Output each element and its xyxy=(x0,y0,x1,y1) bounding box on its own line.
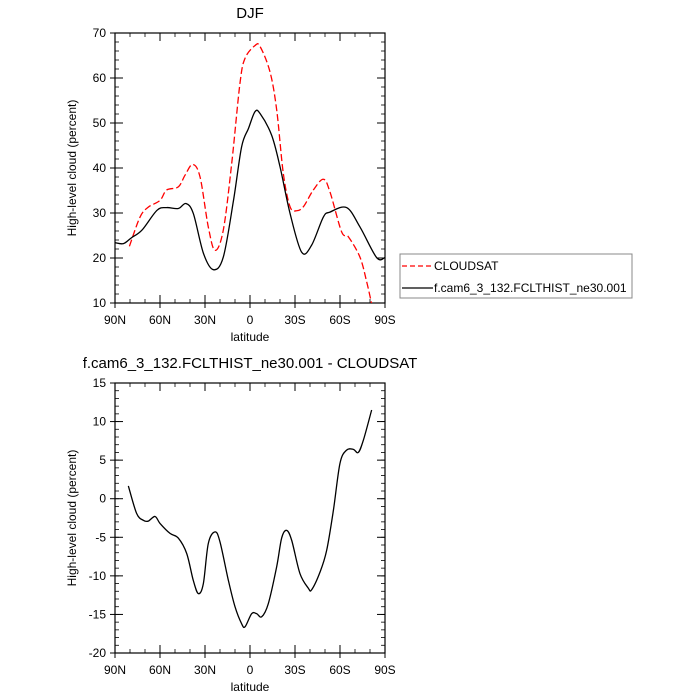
y-tick-label: 15 xyxy=(93,376,107,390)
series-line-model xyxy=(127,409,373,629)
y-tick-label: 60 xyxy=(93,71,107,85)
y-tick-label: 5 xyxy=(99,453,106,467)
x-tick-label: 60S xyxy=(329,663,350,677)
x-tick-label: 0 xyxy=(247,663,254,677)
y-tick-label: -20 xyxy=(89,646,107,660)
legend-label: f.cam6_3_132.FCLTHIST_ne30.001 xyxy=(434,281,627,295)
chart-title: DJF xyxy=(236,5,264,22)
legend-box xyxy=(399,253,633,299)
chart-title: f.cam6_3_132.FCLTHIST_ne30.001 - CLOUDSA… xyxy=(83,355,418,372)
y-tick-label: 30 xyxy=(93,206,107,220)
x-tick-label: 90N xyxy=(104,663,126,677)
x-tick-label: 30S xyxy=(284,313,305,327)
x-tick-label: 30N xyxy=(194,313,216,327)
legend: CLOUDSAT f.cam6_3_132.FCLTHIST_ne30.001 xyxy=(399,253,633,299)
x-tick-label: 30S xyxy=(284,663,305,677)
x-axis-label: latitude xyxy=(231,680,270,694)
x-tick-label: 60N xyxy=(149,313,171,327)
series-line-model xyxy=(115,109,385,271)
x-tick-label: 60S xyxy=(329,313,350,327)
y-tick-label: 50 xyxy=(93,116,107,130)
y-tick-label: 70 xyxy=(93,26,107,40)
plot-frame xyxy=(114,382,386,654)
x-tick-label: 60N xyxy=(149,663,171,677)
series-line-cloudsat xyxy=(128,43,373,303)
y-tick-label: 10 xyxy=(93,415,107,429)
x-tick-label: 90N xyxy=(104,313,126,327)
x-axis-label: latitude xyxy=(231,330,270,344)
y-axis-label: High-level cloud (percent) xyxy=(65,100,79,237)
y-tick-label: -10 xyxy=(89,569,107,583)
plot-frame xyxy=(114,32,386,304)
y-tick-label: -15 xyxy=(89,607,107,621)
y-tick-label: 20 xyxy=(93,251,107,265)
legend-label: CLOUDSAT xyxy=(434,259,499,273)
x-tick-label: 0 xyxy=(247,313,254,327)
x-tick-label: 90S xyxy=(374,313,395,327)
y-tick-label: 0 xyxy=(99,492,106,506)
x-tick-label: 90S xyxy=(374,663,395,677)
chart-2: f.cam6_3_132.FCLTHIST_ne30.001 - CLOUDSA… xyxy=(65,355,417,694)
y-tick-label: 40 xyxy=(93,161,107,175)
x-tick-label: 30N xyxy=(194,663,216,677)
chart-1: DJF 90N 60N 30N 0 30S 60S 90S 10 20 30 40 50 60 70 lati… xyxy=(65,5,633,344)
y-tick-label: 10 xyxy=(93,296,107,310)
y-axis-label: High-level cloud (percent) xyxy=(65,450,79,587)
y-tick-label: -5 xyxy=(95,530,106,544)
